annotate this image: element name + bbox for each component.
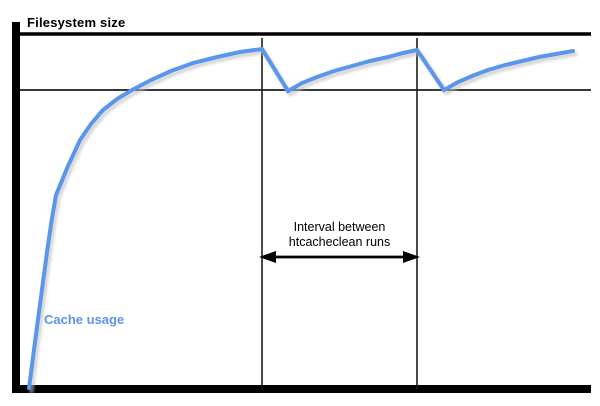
interval-arrow [259,251,420,263]
axes [12,22,591,393]
interval-annotation-line2: htcacheclean runs [288,235,391,249]
cache-usage-line [27,46,575,390]
filesystem-size-label: Filesystem size [27,15,126,30]
interval-arrow-head-right-icon [403,251,420,263]
interval-annotation: Interval between htcacheclean runs [262,220,417,250]
x-axis-bar [12,385,591,393]
y-axis-bar [12,22,20,393]
cache-usage-label: Cache usage [44,312,125,327]
interval-annotation-line1: Interval between [293,220,386,234]
interval-arrow-head-left-icon [259,251,276,263]
